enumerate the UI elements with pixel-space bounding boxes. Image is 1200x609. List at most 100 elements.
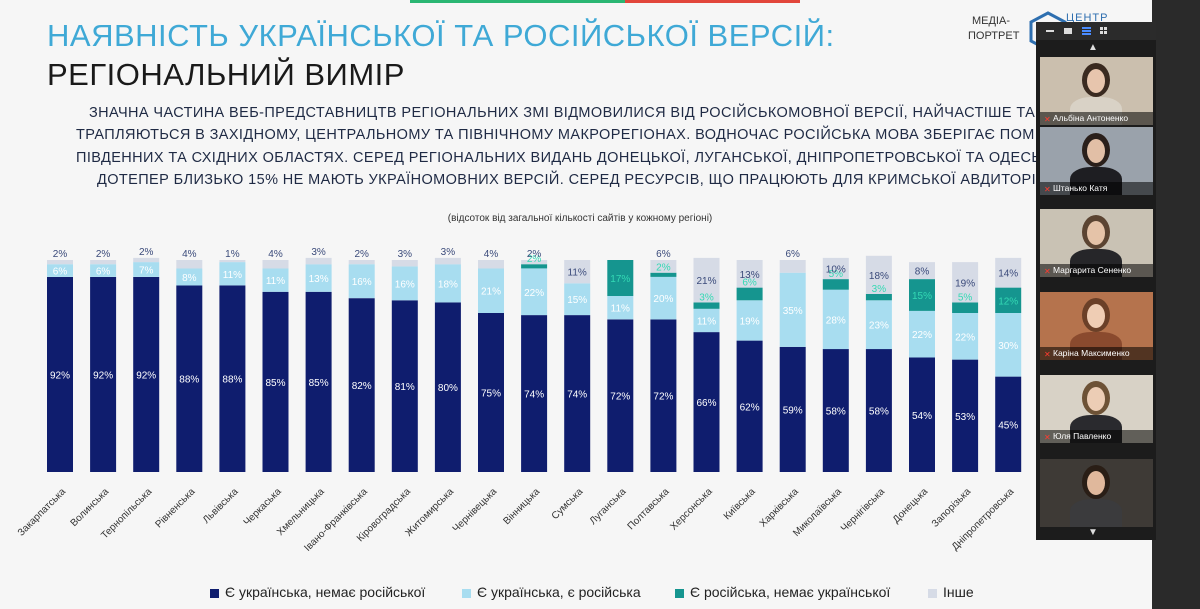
speaker-view-icon[interactable] — [1082, 27, 1091, 35]
bar-segment — [865, 255, 892, 294]
accent-bar-red — [625, 0, 800, 3]
bar-segment — [564, 260, 591, 284]
bar-value-label: 17% — [610, 274, 630, 285]
slide-title: НАЯВНІСТЬ УКРАЇНСЬКОЇ ТА РОСІЙСЬКОЇ ВЕРС… — [47, 18, 835, 53]
bar-value-label: 74% — [524, 390, 544, 401]
bar-value-label: 3% — [872, 284, 887, 295]
category-tick-label: Чернівецька — [451, 486, 500, 535]
bar-segment — [607, 260, 634, 296]
participant-video-tile[interactable] — [1040, 459, 1153, 527]
bar-value-label: 19% — [740, 316, 760, 327]
muted-mic-icon: ✕ — [1044, 267, 1051, 276]
category-tick-label: Вінницька — [501, 486, 542, 527]
legend-item: Є українська, є російська — [462, 584, 641, 600]
bar-segment — [779, 260, 806, 273]
bar-value-label: 7% — [139, 266, 154, 277]
bar-segment — [219, 260, 246, 263]
bar-segment — [391, 260, 418, 267]
bar-segment — [693, 302, 720, 309]
participant-body — [1070, 499, 1122, 527]
bar-segment — [90, 260, 117, 265]
participant-name-bar: ✕ Юля Павленко — [1040, 430, 1153, 443]
muted-mic-icon: ✕ — [1044, 115, 1051, 124]
bar-segment — [478, 260, 504, 269]
summary-line: ДОТЕПЕР БЛИЗЬКО 15% НЕ МАЮТЬ УКРАЇНОМОВН… — [97, 172, 1120, 188]
bar-value-label: 2% — [527, 249, 542, 260]
bar-segment — [650, 272, 677, 277]
bar-segment — [521, 268, 548, 316]
bar-segment — [693, 257, 720, 303]
category-tick-label: Запорізька — [930, 486, 974, 530]
bar-segment — [607, 319, 634, 472]
bar-value-label: 80% — [438, 383, 458, 394]
bar-segment — [391, 266, 418, 301]
participant-video-tile[interactable]: ✕ Штанько Катя — [1040, 127, 1153, 195]
bar-value-label: 11% — [266, 276, 285, 287]
video-call-panel: ▲ ✕ Альбіна Антоненко ✕ Штанько Катя ✕ Маргар… — [1036, 22, 1156, 540]
participant-face — [1087, 221, 1105, 245]
category-tick-label: Херсонська — [668, 486, 715, 533]
bar-segment — [90, 264, 117, 277]
bar-value-label: 12% — [998, 296, 1018, 307]
scroll-up-icon[interactable]: ▲ — [1088, 42, 1098, 53]
bar-segment — [133, 277, 160, 472]
participant-video-tile[interactable]: ✕ Каріна Максименко — [1040, 292, 1153, 360]
bar-value-label: 19% — [955, 278, 975, 289]
summary-line: ПІВДЕННИХ ТА СХІДНИХ ОБЛАСТЯХ. СЕРЕД РЕГ… — [76, 150, 1113, 166]
legend-label: Є українська, є російська — [477, 584, 641, 600]
bar-value-label: 3% — [441, 247, 456, 258]
bar-value-label: 30% — [998, 341, 1018, 352]
bar-segment — [995, 376, 1022, 472]
strip-view-icon[interactable] — [1064, 28, 1072, 34]
participant-name: Каріна Максименко — [1053, 348, 1130, 358]
bar-value-label: 54% — [912, 411, 932, 422]
bar-value-label: 2% — [527, 254, 542, 265]
bar-segment — [176, 268, 203, 286]
participant-video-tile[interactable]: ✕ Альбіна Антоненко — [1040, 57, 1153, 125]
participant-video-tile[interactable]: ✕ Юля Павленко — [1040, 375, 1153, 443]
bar-value-label: 3% — [699, 292, 714, 303]
bar-segment — [865, 349, 892, 472]
legend-swatch — [210, 588, 219, 598]
bar-value-label: 14% — [998, 269, 1018, 280]
bar-value-label: 15% — [912, 291, 932, 302]
minimize-icon[interactable] — [1046, 30, 1054, 32]
bar-value-label: 92% — [50, 370, 70, 381]
gallery-view-icon[interactable] — [1100, 27, 1107, 34]
participant-video-tile[interactable]: ✕ Маргарита Сененко — [1040, 209, 1153, 277]
bar-value-label: 4% — [182, 249, 197, 260]
muted-mic-icon: ✕ — [1044, 185, 1051, 194]
bar-value-label: 20% — [653, 294, 673, 305]
bar-value-label: 11% — [568, 268, 587, 279]
bar-value-label: 22% — [912, 330, 932, 341]
legend-swatch — [675, 588, 684, 598]
bar-value-label: 72% — [653, 392, 673, 403]
legend-item: Є російська, немає української — [675, 584, 890, 600]
bar-segment — [952, 359, 979, 472]
bar-segment — [995, 313, 1022, 377]
bar-value-label: 1% — [225, 249, 240, 260]
bar-segment — [262, 291, 289, 472]
scroll-down-icon[interactable]: ▼ — [1088, 527, 1098, 538]
bar-segment — [822, 279, 849, 290]
bar-value-label: 72% — [610, 392, 630, 403]
participant-name: Юля Павленко — [1053, 431, 1112, 441]
bar-segment — [693, 332, 720, 472]
bar-value-label: 23% — [869, 321, 889, 332]
bar-value-label: 2% — [656, 263, 671, 274]
bar-value-label: 85% — [309, 378, 329, 389]
bar-segment — [348, 298, 375, 472]
participant-name-bar: ✕ Каріна Максименко — [1040, 347, 1153, 360]
bar-segment — [995, 257, 1022, 288]
bar-segment — [822, 349, 849, 472]
logo-centr-word: ЦЕНТР — [1066, 12, 1109, 24]
bar-value-label: 22% — [524, 288, 544, 299]
participant-name: Маргарита Сененко — [1053, 265, 1132, 275]
summary-line: ЗНАЧНА ЧАСТИНА ВЕБ-ПРЕДСТАВНИЦТВ РЕГІОНА… — [89, 105, 1125, 121]
bar-segment — [736, 260, 763, 288]
bar-value-label: 62% — [740, 402, 760, 413]
chart-subtitle: (відсоток від загальної кількості сайтів… — [448, 213, 713, 224]
bar-value-label: 11% — [611, 304, 630, 315]
category-tick-label: Донецька — [891, 486, 931, 526]
bar-value-label: 6% — [742, 278, 757, 289]
